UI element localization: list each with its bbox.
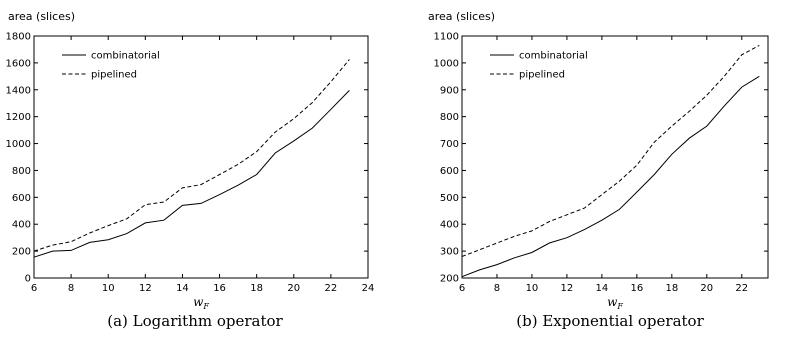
y-tick-label: 600	[440, 166, 459, 177]
y-tick-label: 1100	[434, 32, 459, 43]
y-tick-label: 800	[440, 112, 459, 123]
x-tick-label: 8	[494, 283, 500, 294]
y-tick-label: 1800	[6, 32, 31, 43]
series-line-pipelined	[33, 59, 350, 252]
y-tick-label: 400	[12, 220, 31, 231]
y-tick-label: 200	[12, 247, 31, 258]
legend: combinatorial pipelined	[62, 51, 160, 81]
x-axis-label: wF	[193, 295, 209, 311]
y-tick-label: 800	[12, 166, 31, 177]
x-tick-label: 8	[68, 283, 74, 294]
x-tick-label: 10	[102, 283, 115, 294]
y-tick-label: 1000	[434, 58, 459, 69]
x-tick-label: 6	[459, 283, 465, 294]
y-tick-label: 400	[440, 220, 459, 231]
x-tick-label: 14	[176, 283, 189, 294]
y-tick-label: 1000	[6, 139, 31, 150]
x-tick-label: 6	[31, 283, 37, 294]
chart-exponential: 200 300 400 500 600 700 800 900 1000 1100 6 8 10 12 14…	[428, 10, 769, 330]
legend-label-combinatorial: combinatorial	[91, 51, 160, 62]
x-tick-label: 12	[139, 283, 152, 294]
legend-label-pipelined: pipelined	[519, 70, 565, 81]
x-tick-label: 12	[561, 283, 574, 294]
legend: combinatorial pipelined	[490, 51, 588, 81]
y-axis-label: area (slices)	[428, 10, 495, 23]
figure-caption: (a) Logarithm operator	[107, 312, 283, 330]
y-tick-label: 600	[12, 193, 31, 204]
x-tick-label: 20	[287, 283, 300, 294]
x-tick-label: 20	[700, 283, 713, 294]
x-tick-label: 18	[665, 283, 678, 294]
y-axis-label: area (slices)	[8, 10, 75, 23]
chart-logarithm: 0 200 400 600 800 1000 1200 1400 1600 1800 6 8 10 12 1…	[6, 10, 375, 330]
y-tick-label: 500	[440, 193, 459, 204]
series-line-pipelined	[461, 44, 760, 257]
y-tick-label: 200	[440, 274, 459, 285]
y-tick-label: 900	[440, 85, 459, 96]
y-tick-label: 700	[440, 139, 459, 150]
x-tick-label: 18	[250, 283, 263, 294]
legend-label-combinatorial: combinatorial	[519, 51, 588, 62]
x-tick-label: 24	[362, 283, 375, 294]
x-tick-label: 16	[630, 283, 643, 294]
figure-caption: (b) Exponential operator	[516, 312, 704, 330]
y-tick-label: 1200	[6, 112, 31, 123]
y-tick-label: 1600	[6, 58, 31, 69]
y-tick-label: 0	[25, 274, 31, 285]
x-axis-label: wF	[607, 295, 623, 311]
x-tick-label: 22	[325, 283, 338, 294]
plot-frame	[33, 35, 369, 279]
x-tick-label: 22	[735, 283, 748, 294]
series-line-combinatorial	[33, 90, 350, 258]
x-tick-label: 10	[526, 283, 539, 294]
series-line-combinatorial	[461, 75, 760, 278]
legend-label-pipelined: pipelined	[91, 70, 137, 81]
y-tick-label: 300	[440, 247, 459, 258]
x-tick-label: 16	[213, 283, 226, 294]
y-tick-label: 1400	[6, 85, 31, 96]
plot-frame	[461, 35, 769, 279]
x-tick-label: 14	[596, 283, 609, 294]
